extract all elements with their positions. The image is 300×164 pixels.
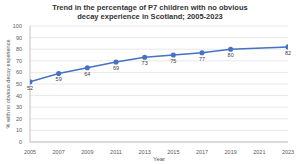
svg-text:82: 82 (285, 50, 291, 56)
svg-text:2021: 2021 (253, 149, 265, 155)
svg-text:30: 30 (16, 104, 22, 110)
svg-text:% with no obvious decay experi: % with no obvious decay experience (8, 40, 11, 129)
svg-text:2005: 2005 (24, 149, 36, 155)
svg-text:2009: 2009 (81, 149, 93, 155)
svg-text:2023: 2023 (282, 149, 292, 155)
svg-text:Year: Year (153, 156, 165, 162)
svg-text:70: 70 (16, 58, 22, 64)
svg-text:40: 40 (16, 93, 22, 99)
svg-text:2015: 2015 (167, 149, 179, 155)
svg-text:75: 75 (170, 58, 176, 64)
svg-text:10: 10 (16, 127, 22, 133)
svg-text:80: 80 (16, 46, 22, 52)
svg-text:2017: 2017 (196, 149, 208, 155)
svg-text:59: 59 (56, 76, 62, 82)
html-text:Trend in the percentage of P7: Trend in the percentage of P7 children w… (52, 3, 248, 21)
svg-text:90: 90 (16, 35, 22, 41)
svg-text:50: 50 (16, 81, 22, 87)
svg-text:77: 77 (199, 56, 205, 62)
svg-text:2013: 2013 (139, 149, 151, 155)
svg-text:100: 100 (13, 23, 22, 29)
svg-text:0: 0 (19, 139, 22, 145)
svg-text:52: 52 (27, 85, 33, 91)
svg-text:2011: 2011 (110, 149, 122, 155)
svg-text:73: 73 (142, 60, 148, 66)
svg-text:20: 20 (16, 116, 22, 122)
svg-text:80: 80 (228, 52, 234, 58)
svg-text:2019: 2019 (225, 149, 237, 155)
svg-text:60: 60 (16, 69, 22, 75)
svg-text:2007: 2007 (53, 149, 65, 155)
svg-text:69: 69 (113, 65, 119, 71)
svg-text:64: 64 (84, 71, 90, 77)
